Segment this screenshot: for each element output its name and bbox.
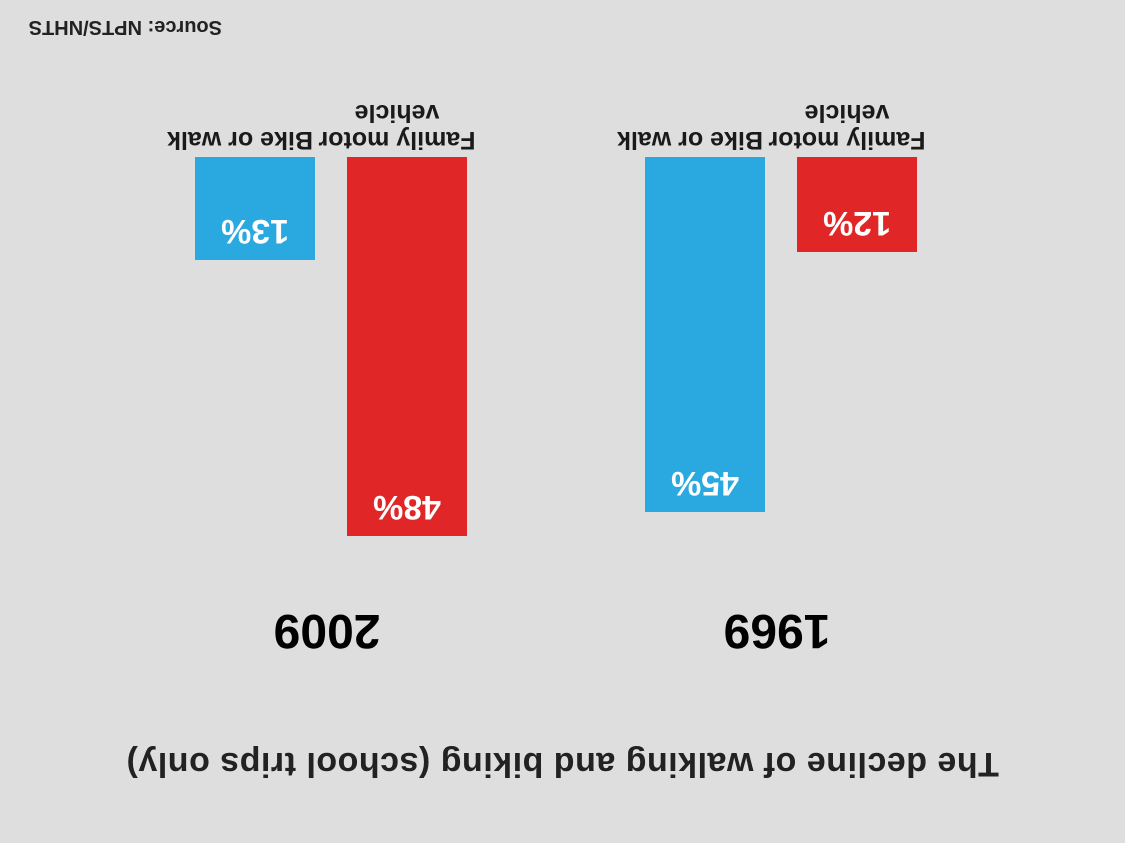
bar-1969-bike-or-walk — [645, 157, 765, 513]
value-label-2009-family-motor-vehicle: 48% — [372, 488, 442, 527]
value-label-1969-bike-or-walk: 45% — [670, 464, 740, 503]
bar-2009-family-motor-vehicle — [347, 157, 467, 537]
year-label-2009: 2009 — [273, 604, 381, 657]
category-label-1969-bike-or-walk: Bike or walk — [617, 126, 763, 154]
category-label-2009-bike-or-walk: Bike or walk — [167, 126, 313, 154]
value-label-2009-bike-or-walk: 13% — [220, 211, 290, 250]
source-note: Source: NPTS/NHTS — [28, 16, 222, 38]
year-label-1969: 1969 — [723, 604, 831, 657]
chart-title: The decline of walking and biking (schoo… — [126, 745, 999, 783]
value-label-1969-family-motor-vehicle: 12% — [822, 203, 892, 242]
